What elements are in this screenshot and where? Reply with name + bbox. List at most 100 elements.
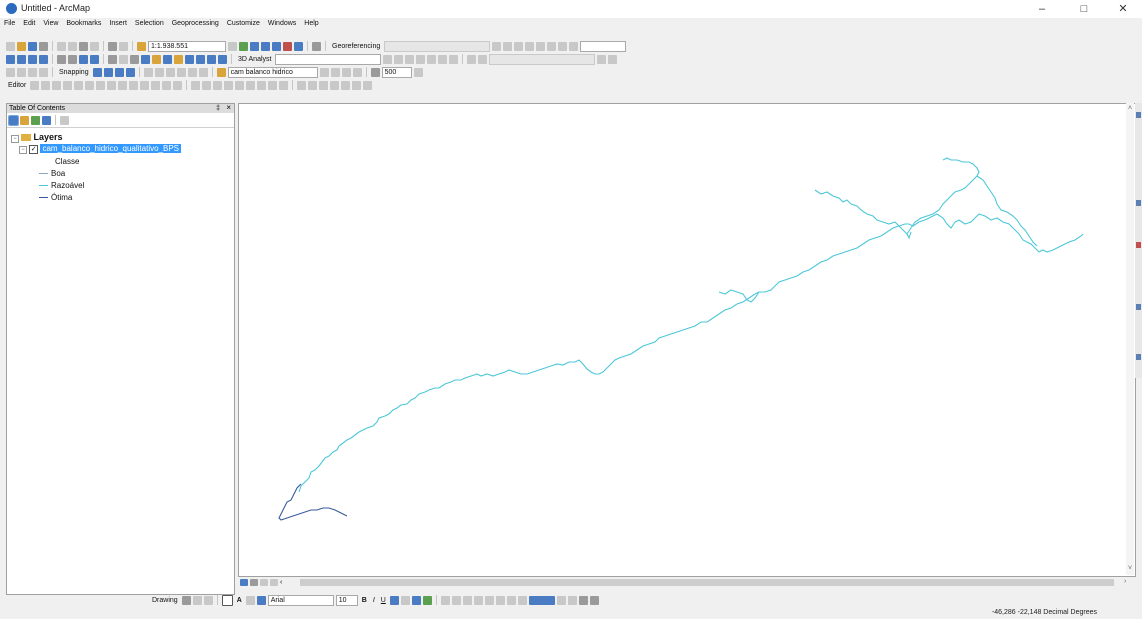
menu-customize[interactable]: Customize (226, 20, 260, 27)
text-tool-icon[interactable]: A (236, 596, 242, 604)
raster-resolution-icon[interactable] (370, 67, 380, 77)
layer-style-icon[interactable] (216, 67, 226, 77)
save-icon[interactable] (28, 41, 37, 51)
analyst-tool-11-icon[interactable] (608, 54, 618, 64)
snap-tool-1-icon[interactable] (6, 67, 15, 77)
menu-file[interactable]: File (4, 20, 16, 27)
full-extent-icon[interactable] (39, 54, 48, 64)
sketch-properties-icon[interactable] (162, 80, 172, 90)
dock-results-icon[interactable] (1136, 304, 1141, 310)
layers-root[interactable]: − Layers (11, 132, 63, 143)
raster-resolution-field[interactable]: 500 (381, 66, 412, 78)
point-tool-icon[interactable] (85, 80, 95, 90)
arctoolbox-icon[interactable] (283, 41, 292, 51)
copy-icon[interactable] (68, 41, 77, 51)
analyst-tool-1-icon[interactable] (383, 54, 393, 64)
toc-options-icon[interactable] (60, 115, 69, 125)
clear-selection-icon[interactable] (119, 54, 128, 64)
georef-tool-4-icon[interactable] (525, 41, 535, 51)
identify-icon[interactable] (141, 54, 150, 64)
edit-tool-17-icon[interactable] (363, 80, 373, 90)
data-view-icon[interactable] (240, 579, 248, 586)
layer-dropdown[interactable]: cam balanco hidrico (227, 66, 318, 78)
draw-tool-3-icon[interactable] (165, 67, 175, 77)
find-icon[interactable] (185, 54, 194, 64)
open-folder-icon[interactable] (17, 41, 26, 51)
menu-selection[interactable]: Selection (134, 20, 164, 27)
scroll-right-arrow-icon[interactable]: › (1124, 578, 1127, 585)
find-route-icon[interactable] (196, 54, 205, 64)
draw-tool-a-icon[interactable] (440, 595, 450, 605)
underline-button[interactable]: U (380, 596, 386, 604)
go-to-xy-icon[interactable] (207, 54, 216, 64)
attributes-icon[interactable] (151, 80, 161, 90)
scroll-up-arrow-icon[interactable]: ˄ (1127, 105, 1133, 112)
pan-icon[interactable] (28, 54, 37, 64)
georef-tool-5-icon[interactable] (536, 41, 546, 51)
vertex-snapping-icon[interactable] (114, 67, 124, 77)
georef-tool-6-icon[interactable] (547, 41, 557, 51)
analyst-tool-2-icon[interactable] (394, 54, 404, 64)
font-family-dropdown[interactable]: Arial (267, 594, 334, 606)
brightness-icon[interactable] (330, 67, 340, 77)
pin-icon[interactable]: ‡ (216, 105, 220, 112)
delete-icon[interactable] (90, 41, 99, 51)
draw-tool-c-icon[interactable] (462, 595, 472, 605)
edit-tool-16-icon[interactable] (352, 80, 362, 90)
drawing-menu[interactable]: Drawing (152, 596, 178, 604)
close-window-button[interactable]: ✕ (1118, 3, 1128, 15)
draw-tool-g-icon[interactable] (506, 595, 516, 605)
menu-edit[interactable]: Edit (23, 20, 36, 27)
end-snapping-icon[interactable] (103, 67, 113, 77)
minimize-button[interactable]: – (1038, 3, 1046, 15)
edit-tool-8-icon[interactable] (257, 80, 267, 90)
edit-text-icon[interactable] (245, 595, 255, 605)
menu-windows[interactable]: Windows (267, 20, 297, 27)
font-color-icon[interactable] (389, 595, 399, 605)
font-size-dropdown[interactable]: 10 (335, 594, 358, 606)
cut-icon[interactable] (57, 41, 66, 51)
search-window-icon[interactable] (272, 41, 281, 51)
rectangle-tool-icon[interactable] (221, 594, 233, 606)
marker-color-icon[interactable] (422, 595, 432, 605)
line-color-icon[interactable] (411, 595, 421, 605)
dock-search-icon[interactable] (1136, 200, 1141, 206)
edit-tool-13-icon[interactable] (319, 80, 329, 90)
bold-button[interactable]: B (361, 596, 367, 604)
draw-tool-l-icon[interactable] (589, 595, 599, 605)
edit-tool-5-icon[interactable] (224, 80, 234, 90)
split-icon[interactable] (129, 80, 139, 90)
georef-tool-7-icon[interactable] (558, 41, 568, 51)
measure-icon[interactable] (174, 54, 183, 64)
analyst-secondary-dropdown[interactable] (489, 53, 596, 65)
menu-geoprocessing[interactable]: Geoprocessing (171, 20, 219, 27)
map-display[interactable] (238, 103, 1136, 577)
point-snapping-icon[interactable] (92, 67, 102, 77)
map-scale-field[interactable]: 1:1.938.551 (148, 40, 226, 52)
cut-polygons-icon[interactable] (118, 80, 128, 90)
edit-vertices-icon[interactable] (96, 80, 106, 90)
select-features-icon[interactable] (108, 54, 117, 64)
georef-tool-3-icon[interactable] (514, 41, 524, 51)
menu-view[interactable]: View (43, 20, 59, 27)
draw-tool-1-icon[interactable] (143, 67, 153, 77)
edit-tool-4-icon[interactable] (213, 80, 223, 90)
list-by-source-icon[interactable] (20, 115, 29, 125)
layer-visibility-checkbox[interactable]: ✓ (29, 145, 39, 154)
draw-tool-5-icon[interactable] (187, 67, 197, 77)
map-canvas[interactable] (239, 104, 1135, 576)
editor-menu[interactable]: Editor (8, 81, 27, 89)
trace-icon[interactable] (74, 80, 84, 90)
list-by-drawing-order-icon[interactable] (8, 114, 19, 126)
georef-input[interactable] (580, 40, 627, 52)
reshape-icon[interactable] (107, 80, 117, 90)
select-elements-icon[interactable] (130, 54, 139, 64)
edit-tool-7-icon[interactable] (246, 80, 256, 90)
menu-help[interactable]: Help (304, 20, 319, 27)
collapse-icon[interactable]: − (11, 135, 19, 143)
forward-extent-icon[interactable] (90, 54, 99, 64)
swipe-icon[interactable] (352, 67, 362, 77)
edit-tool-15-icon[interactable] (341, 80, 351, 90)
hyperlink-icon[interactable] (152, 54, 161, 64)
georeferencing-menu[interactable]: Georeferencing (332, 42, 381, 50)
